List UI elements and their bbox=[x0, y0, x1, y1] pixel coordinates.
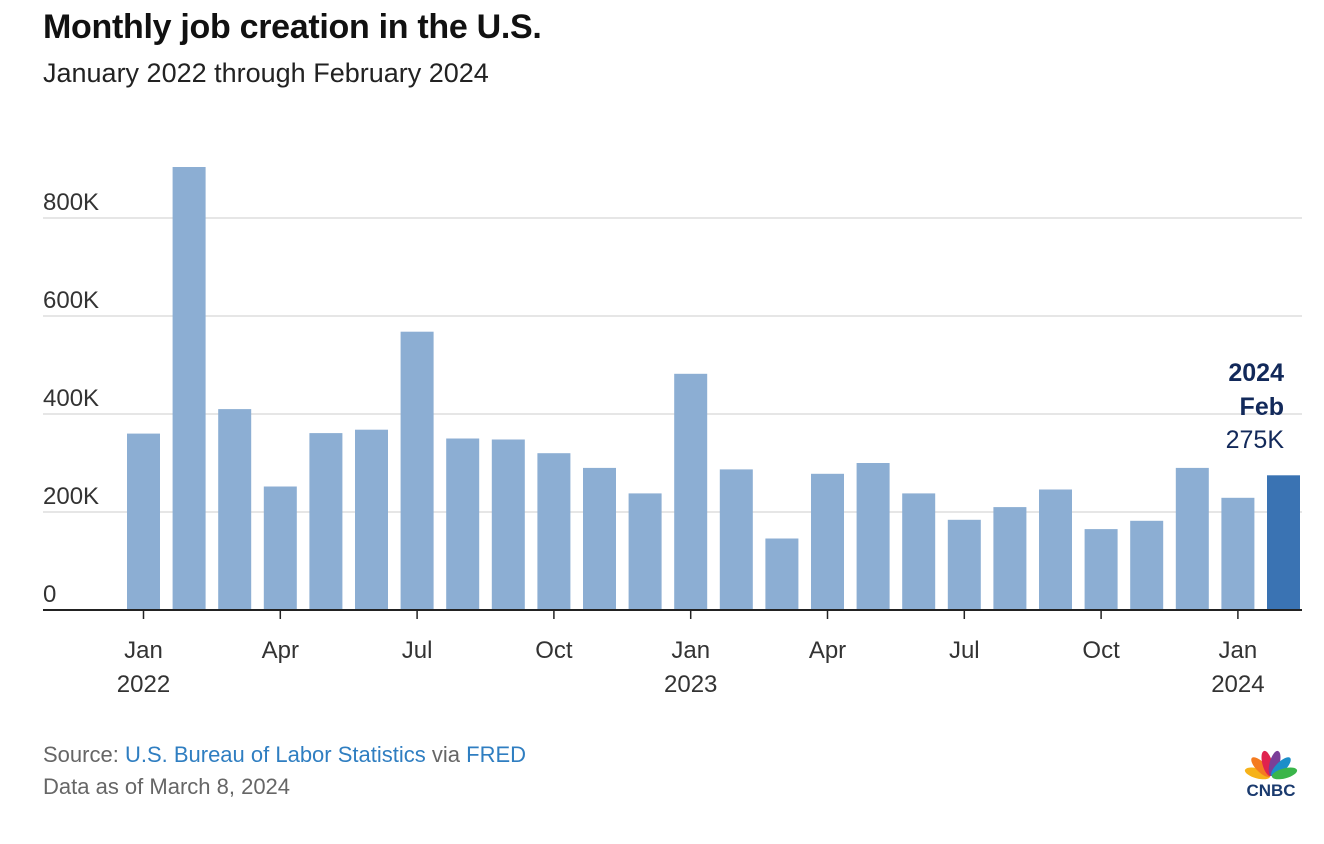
peacock-icon bbox=[1244, 750, 1298, 780]
bar bbox=[127, 433, 160, 610]
bar bbox=[947, 519, 981, 610]
x-axis: Jan 2022 Apr Jul Oct Jan 2023 Apr Jul Oct Jan 2024 bbox=[43, 609, 1302, 698]
bar bbox=[263, 486, 297, 610]
bar bbox=[172, 167, 206, 610]
bar bbox=[719, 469, 753, 610]
cnbc-logo: CNBC bbox=[1244, 750, 1298, 800]
source-line: Source: U.S. Bureau of Labor Statistics … bbox=[43, 742, 526, 768]
x-tick-label-year: 2023 bbox=[664, 671, 717, 698]
x-tick-label-year: 2024 bbox=[1211, 671, 1264, 698]
bar bbox=[1175, 467, 1209, 610]
bar bbox=[993, 507, 1027, 610]
logo-text: CNBC bbox=[1246, 781, 1295, 800]
x-tick-label-month: Jul bbox=[949, 637, 980, 664]
data-date: Data as of March 8, 2024 bbox=[43, 774, 291, 799]
x-tick-label-month: Apr bbox=[262, 637, 299, 664]
y-tick-label: 800K bbox=[43, 189, 99, 216]
annotation-value: 275K bbox=[1226, 426, 1285, 454]
source-prefix: Source: bbox=[43, 742, 125, 767]
y-tick-label: 600K bbox=[43, 287, 99, 314]
x-tick-label-month: Apr bbox=[809, 637, 846, 664]
bar bbox=[355, 429, 388, 610]
bar bbox=[811, 473, 844, 610]
x-tick-label-month: Oct bbox=[535, 637, 573, 664]
x-tick-label-month: Jul bbox=[402, 637, 433, 664]
source-link-fred[interactable]: FRED bbox=[466, 742, 527, 767]
bar bbox=[446, 438, 480, 610]
y-tick-label: 400K bbox=[43, 385, 99, 412]
bar bbox=[218, 409, 252, 610]
bar bbox=[628, 493, 662, 610]
bars bbox=[127, 167, 1300, 611]
bar bbox=[537, 453, 571, 610]
bar bbox=[674, 373, 708, 610]
bar bbox=[400, 331, 434, 610]
x-tick-label-month: Jan bbox=[671, 637, 710, 664]
bar bbox=[765, 538, 799, 610]
chart-title: Monthly job creation in the U.S. bbox=[43, 8, 542, 46]
y-tick-label: 0 bbox=[43, 581, 56, 608]
logo-petal bbox=[1271, 767, 1298, 780]
annotation-month: Feb bbox=[1240, 393, 1284, 421]
grid-lines: 0 200K 400K 600K 800K bbox=[43, 189, 1302, 608]
chart-subtitle: January 2022 through February 2024 bbox=[43, 58, 489, 88]
bar bbox=[856, 463, 890, 610]
bar bbox=[1084, 529, 1118, 610]
source-link-bls[interactable]: U.S. Bureau of Labor Statistics bbox=[124, 742, 426, 767]
bar-chart: 0 200K 400K 600K 800K Jan 2022 Apr Jul Oct Jan 202… bbox=[43, 167, 1302, 698]
bar bbox=[902, 493, 936, 610]
source-via: via bbox=[425, 742, 467, 767]
bar bbox=[491, 439, 525, 610]
x-tick-label-month: Jan bbox=[1219, 637, 1258, 664]
bar-highlight bbox=[1267, 475, 1300, 611]
x-tick-label-month: Jan bbox=[124, 637, 163, 664]
bar bbox=[309, 433, 343, 610]
bar bbox=[1130, 520, 1164, 610]
bar bbox=[583, 467, 616, 610]
bar bbox=[1221, 497, 1255, 610]
x-tick-label-year: 2022 bbox=[117, 671, 170, 698]
x-tick-label-month: Oct bbox=[1082, 637, 1120, 664]
bar bbox=[1039, 489, 1072, 610]
highlight-annotation: 2024 Feb 275K bbox=[1226, 359, 1285, 454]
annotation-year: 2024 bbox=[1228, 359, 1284, 387]
y-tick-label: 200K bbox=[43, 483, 99, 510]
